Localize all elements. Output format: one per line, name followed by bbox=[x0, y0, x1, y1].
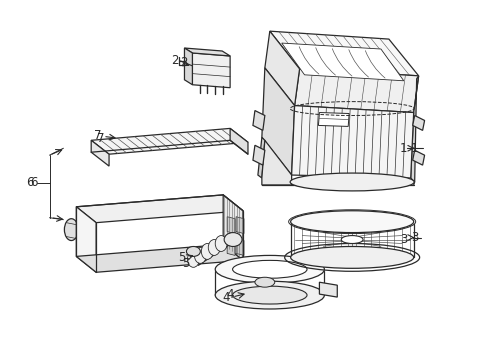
Ellipse shape bbox=[290, 247, 413, 268]
Polygon shape bbox=[264, 31, 299, 105]
Polygon shape bbox=[262, 68, 294, 175]
Polygon shape bbox=[410, 76, 418, 182]
Ellipse shape bbox=[186, 247, 200, 256]
Polygon shape bbox=[281, 43, 403, 81]
Polygon shape bbox=[226, 239, 235, 255]
Text: 5: 5 bbox=[182, 257, 189, 270]
Ellipse shape bbox=[201, 243, 213, 260]
Text: 2: 2 bbox=[180, 57, 187, 69]
Text: 4: 4 bbox=[226, 288, 233, 301]
Polygon shape bbox=[412, 150, 424, 165]
Ellipse shape bbox=[128, 145, 133, 148]
Ellipse shape bbox=[64, 219, 78, 240]
Text: 1: 1 bbox=[399, 142, 407, 155]
Ellipse shape bbox=[194, 247, 206, 264]
Text: 6: 6 bbox=[30, 176, 37, 189]
Polygon shape bbox=[236, 217, 244, 234]
Text: 7: 7 bbox=[97, 132, 104, 145]
Polygon shape bbox=[236, 239, 244, 255]
Text: 4: 4 bbox=[222, 291, 230, 303]
Ellipse shape bbox=[232, 286, 306, 304]
Polygon shape bbox=[319, 282, 337, 297]
Ellipse shape bbox=[187, 251, 199, 267]
Text: 2: 2 bbox=[171, 54, 178, 67]
Polygon shape bbox=[91, 140, 109, 166]
Ellipse shape bbox=[215, 235, 226, 251]
Polygon shape bbox=[184, 48, 192, 85]
Ellipse shape bbox=[232, 260, 306, 278]
Polygon shape bbox=[291, 105, 413, 178]
Text: 3: 3 bbox=[410, 231, 417, 244]
Polygon shape bbox=[262, 140, 291, 185]
Ellipse shape bbox=[208, 239, 220, 255]
Polygon shape bbox=[76, 195, 243, 223]
Polygon shape bbox=[192, 53, 230, 88]
Polygon shape bbox=[252, 145, 264, 165]
Ellipse shape bbox=[224, 233, 242, 247]
Polygon shape bbox=[252, 111, 264, 130]
Ellipse shape bbox=[187, 141, 192, 144]
Ellipse shape bbox=[215, 281, 324, 309]
Polygon shape bbox=[230, 129, 247, 154]
Polygon shape bbox=[226, 217, 235, 234]
Polygon shape bbox=[269, 31, 418, 76]
Polygon shape bbox=[257, 137, 264, 178]
Polygon shape bbox=[76, 207, 96, 272]
Polygon shape bbox=[76, 244, 243, 272]
Text: 7: 7 bbox=[93, 129, 101, 142]
Polygon shape bbox=[318, 113, 348, 126]
Ellipse shape bbox=[254, 277, 274, 287]
Ellipse shape bbox=[215, 255, 324, 283]
Text: 6: 6 bbox=[26, 176, 33, 189]
Text: 3: 3 bbox=[399, 233, 407, 246]
Ellipse shape bbox=[341, 235, 362, 243]
Polygon shape bbox=[412, 116, 424, 130]
Text: 1: 1 bbox=[410, 142, 417, 155]
Polygon shape bbox=[294, 69, 418, 113]
Polygon shape bbox=[223, 195, 243, 260]
Text: 5: 5 bbox=[178, 251, 185, 264]
Ellipse shape bbox=[290, 211, 413, 233]
Ellipse shape bbox=[289, 173, 413, 191]
Polygon shape bbox=[91, 129, 247, 154]
Polygon shape bbox=[184, 48, 230, 56]
